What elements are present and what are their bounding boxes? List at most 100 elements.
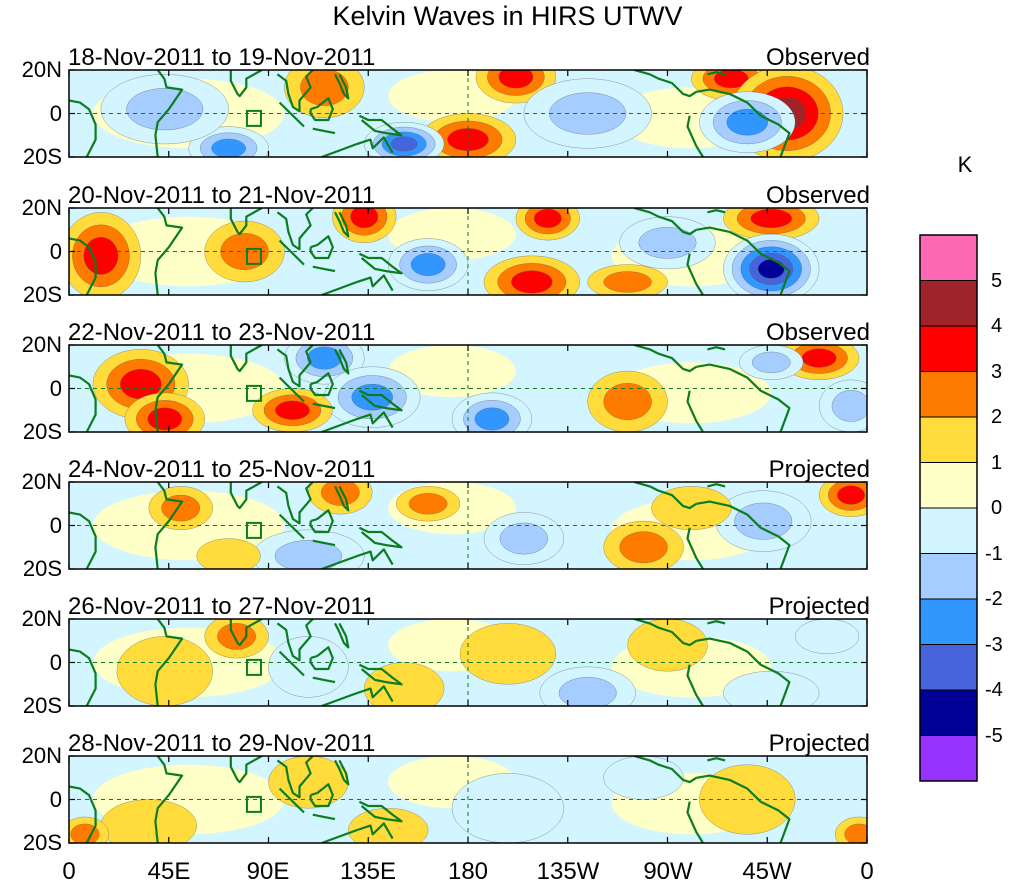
colorbar-label: 0 [991,497,1003,519]
coastline [278,376,305,403]
coastline [686,115,704,157]
coastline [69,99,97,157]
coastline [696,637,791,706]
coastline [312,265,336,273]
map-panel-plot [68,618,868,707]
lon-tick-label: 0 [62,858,76,885]
colorbar-swatch [919,644,978,691]
coastline [696,500,791,569]
coastline [69,785,97,843]
anomaly-contour [498,70,534,89]
colorbar-swatch [919,462,978,509]
anomaly-contour [734,502,793,540]
coastline [334,73,350,100]
panel-status: Observed [765,182,870,209]
coastline [229,482,263,510]
coastline [276,756,314,799]
coastline [707,620,726,625]
colorbar-swatch [919,371,978,418]
region-box-marker [245,109,262,127]
anomaly-contour [723,671,820,706]
anomaly-contour [70,823,100,843]
anomaly-contour [751,351,791,373]
coastline [633,482,697,510]
anomaly-contour [837,485,865,505]
map-panel-plot [68,755,868,844]
panel-6: 28-Nov-2011 to 29-Nov-2011 Projected [0,730,880,870]
colorbar-swatch [919,234,978,281]
coastline [633,345,697,373]
anomaly-contour [116,636,213,706]
panel-status: Projected [768,730,870,757]
coastline [686,253,704,295]
colorbar-label: -5 [985,724,1003,747]
coastline [696,88,791,157]
anomaly-contour [627,619,708,672]
anomaly-contour [161,494,201,522]
panel-period: 26-Nov-2011 to 27-Nov-2011 [68,593,376,620]
anomaly-contour [321,482,360,506]
anomaly-contour [220,233,269,270]
lon-tick-label: 180 [447,858,489,885]
panel-4: 24-Nov-2011 to 25-Nov-2011 Projected [0,456,880,596]
lat-tick-label: 0 [49,100,62,126]
panel-period: 18-Nov-2011 to 19-Nov-2011 [68,44,376,71]
coastline [686,390,704,432]
anomaly-contour [638,226,697,259]
coastline [334,211,350,238]
coastline [334,622,350,649]
region-box-marker [245,521,262,539]
anomaly-contour [390,136,418,152]
colorbar-label: 3 [991,360,1003,383]
coastline [154,619,184,706]
coastline [334,485,350,512]
anomaly-contour [211,138,246,157]
colorbar-label: 2 [991,406,1003,428]
panel-3: 22-Nov-2011 to 23-Nov-2011 Observed [0,319,880,459]
colorbar-swatch [919,598,978,645]
anomaly-contour [619,531,668,564]
colorbar-label: -1 [985,542,1003,565]
coastline [312,127,336,135]
lon-tick-label: 0 [860,858,874,885]
coastline [154,756,184,843]
coastline [309,372,334,397]
coastline [276,208,314,251]
coastline [309,783,334,808]
lat-tick-label: 20N [21,606,62,631]
anomaly-contour [726,108,768,136]
panel-status: Projected [768,593,870,620]
lat-tick-label: 20N [21,743,62,768]
anomaly-contour [126,88,204,131]
coastline [334,759,350,786]
coastline [707,209,726,214]
map-panel-plot [68,207,868,296]
coastline [321,822,394,843]
anomaly-contour [268,636,349,698]
coastline [229,619,263,647]
lon-tick-label: 135W [536,858,600,885]
coastline [321,136,394,157]
colorbar-label: 4 [991,315,1003,337]
coastline [707,71,726,76]
coastline [278,650,305,677]
coastline [686,527,704,569]
colorbar-swatch [919,735,978,782]
coastline [69,511,97,569]
anomaly-contour [844,823,867,843]
lat-tick-label: 0 [49,375,62,401]
colorbar-units: K [957,152,973,177]
lat-tick-label: 20N [21,332,62,357]
anomaly-contour [364,662,445,706]
panel-status: Observed [765,319,870,346]
anomaly-contour [348,808,429,843]
colorbar-frame [919,234,978,782]
anomaly-contour [275,400,310,420]
lat-tick-label: 20S [22,282,62,307]
colorbar-swatch [919,507,978,554]
anomaly-contour [410,253,446,276]
coastline [358,526,403,549]
coastline [69,237,97,295]
coastline [696,363,791,432]
coastline [321,685,394,706]
